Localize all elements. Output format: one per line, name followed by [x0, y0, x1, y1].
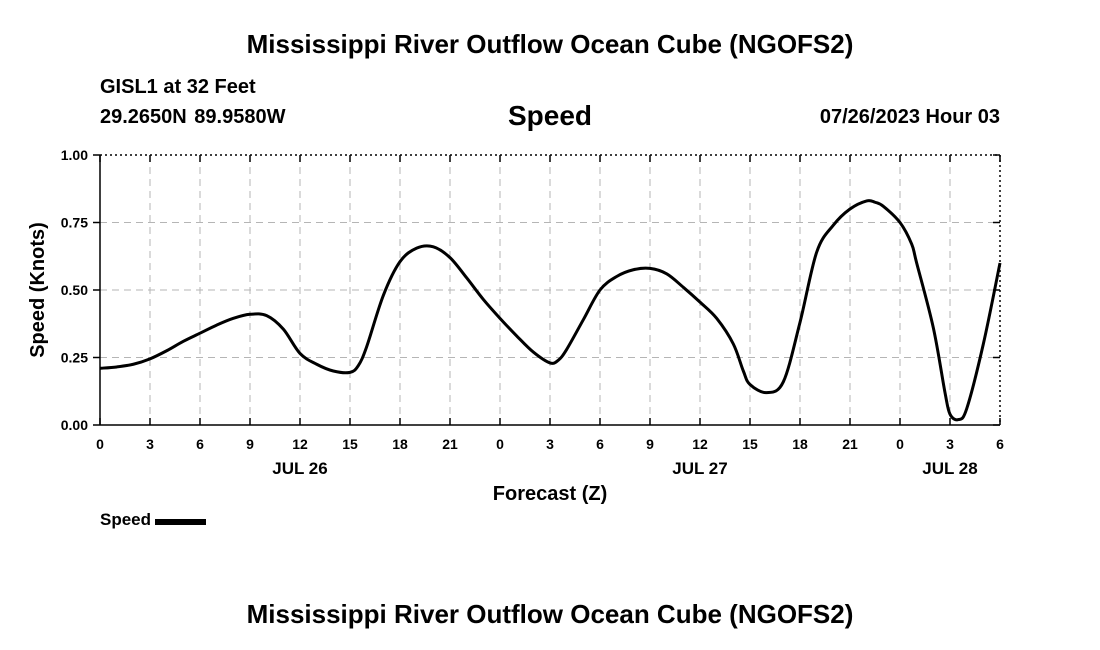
- forecast-datetime: 07/26/2023 Hour 03: [819, 106, 1000, 128]
- x-tick-label: 6: [196, 436, 204, 452]
- x-tick-label: 9: [646, 436, 654, 452]
- parameter-title: Speed: [507, 100, 593, 131]
- y-tick-label: 0.00: [61, 417, 88, 433]
- x-tick-label: 21: [842, 436, 858, 452]
- y-tick-label: 0.50: [61, 282, 88, 298]
- x-tick-label: 0: [96, 436, 104, 452]
- x-tick-label: 6: [596, 436, 604, 452]
- x-tick-label: 3: [546, 436, 554, 452]
- footer-title: Mississippi River Outflow Ocean Cube (NG…: [246, 599, 854, 629]
- station-coordinates: 29.2650N 89.9580W: [100, 106, 286, 128]
- x-tick-label: 6: [996, 436, 1004, 452]
- x-date-label: JUL 26: [272, 459, 327, 478]
- x-tick-label: 9: [246, 436, 254, 452]
- y-axis-title: Speed (Knots): [27, 222, 49, 358]
- x-tick-label: 18: [392, 436, 408, 452]
- x-tick-label: 0: [496, 436, 504, 452]
- x-tick-label: 12: [692, 436, 708, 452]
- x-tick-label: 0: [896, 436, 904, 452]
- x-tick-label: 21: [442, 436, 458, 452]
- legend-line-swatch: [155, 518, 207, 525]
- y-tick-label: 1.00: [61, 147, 88, 163]
- y-tick-label: 0.25: [61, 350, 88, 366]
- x-tick-label: 15: [342, 436, 358, 452]
- x-tick-label: 3: [146, 436, 154, 452]
- legend: Speed: [100, 510, 207, 530]
- x-tick-label: 3: [946, 436, 954, 452]
- x-axis-title: Forecast (Z): [493, 483, 607, 505]
- x-tick-label: 15: [742, 436, 758, 452]
- station-label: GISL1 at 32 Feet: [100, 76, 256, 98]
- chart-title: Mississippi River Outflow Ocean Cube (NG…: [246, 29, 854, 59]
- x-date-label: JUL 27: [672, 459, 727, 478]
- legend-label: Speed: [100, 510, 152, 529]
- series-line-speed: [99, 199, 1002, 422]
- x-tick-label: 12: [292, 436, 308, 452]
- x-date-label: JUL 28: [922, 459, 977, 478]
- x-tick-label: 18: [792, 436, 808, 452]
- y-tick-label: 0.75: [61, 215, 88, 231]
